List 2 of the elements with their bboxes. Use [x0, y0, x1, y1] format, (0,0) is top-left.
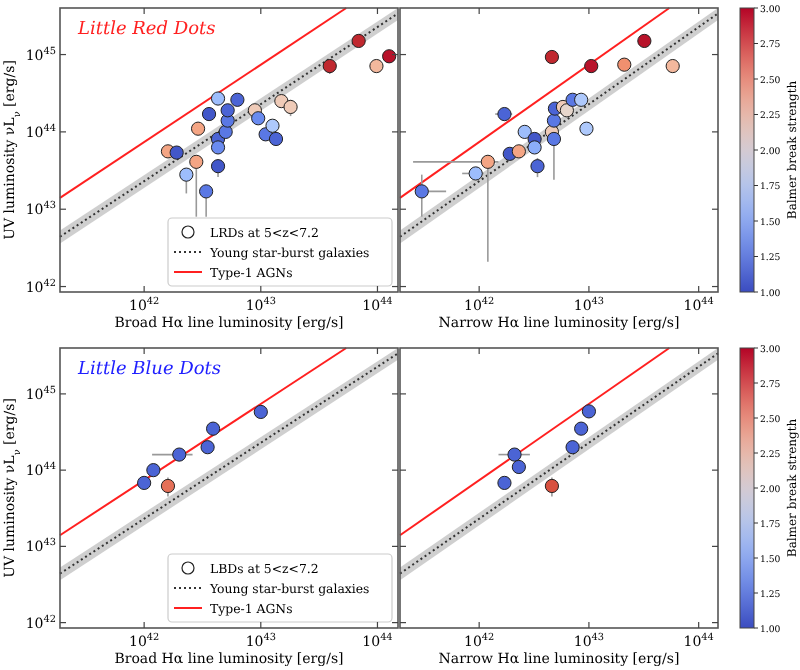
- text: Little Red Dots: [76, 20, 217, 40]
- text: Little Blue Dots: [76, 360, 222, 380]
